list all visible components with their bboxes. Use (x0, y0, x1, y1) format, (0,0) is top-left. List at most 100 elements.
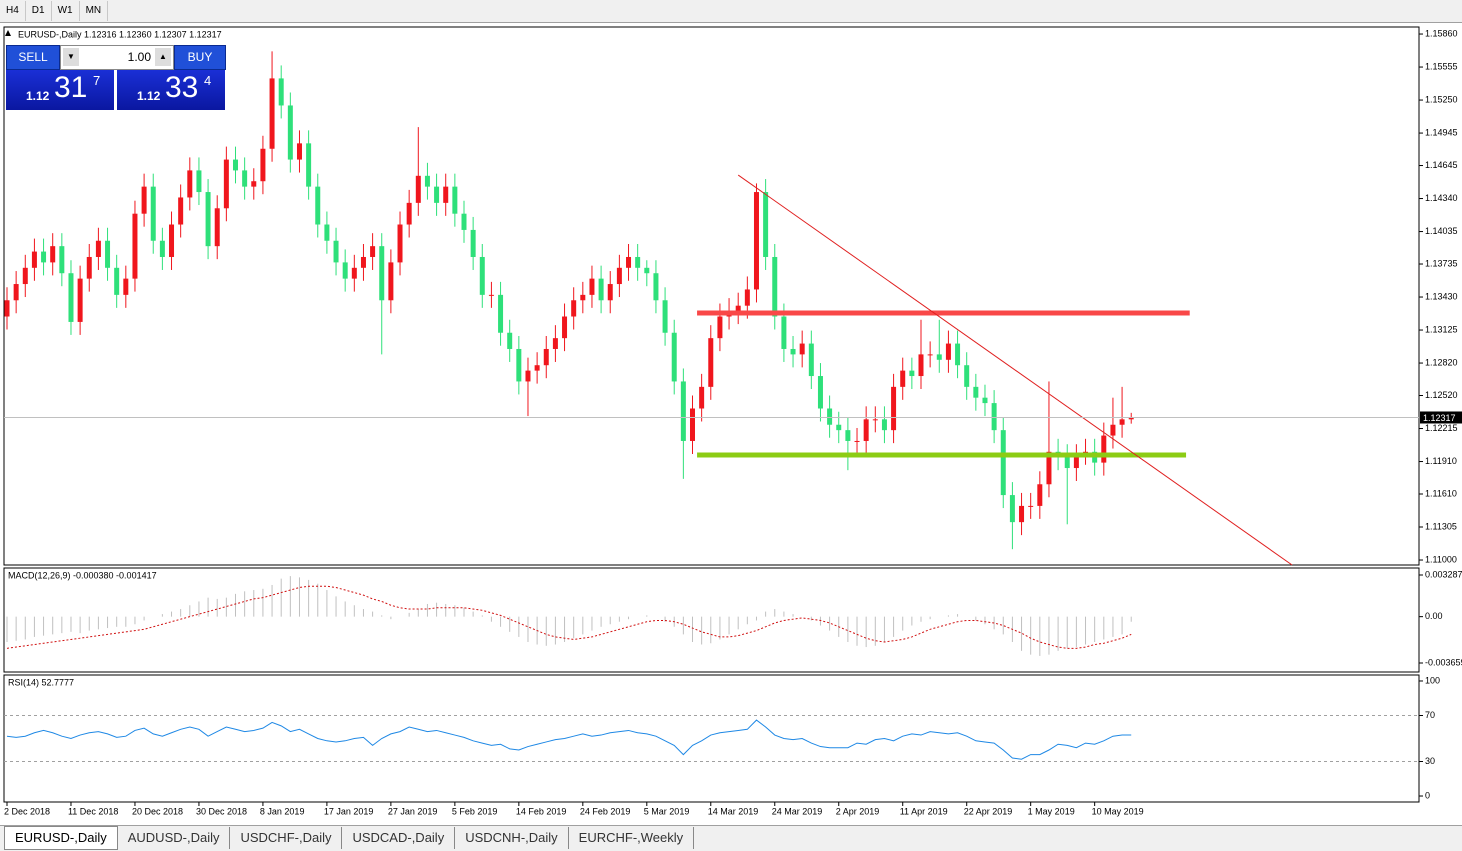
candle-body (507, 332, 513, 349)
bid-price[interactable]: 1.12 31 7 (6, 70, 114, 110)
candle-body (488, 294, 494, 296)
candle-body (342, 262, 348, 279)
y-tick-label: -0.003659 (1425, 657, 1462, 667)
candle-body (1046, 451, 1052, 485)
ask-price[interactable]: 1.12 33 4 (117, 70, 225, 110)
candle-body (214, 208, 220, 247)
ask-main: 33 (165, 71, 199, 104)
candle-body (955, 343, 961, 366)
y-tick-label: 0.003287 (1425, 569, 1462, 579)
candle-body (909, 370, 915, 377)
candle-body (626, 256, 632, 268)
timeframe-button[interactable]: W1 (52, 1, 80, 21)
candle-body (150, 186, 156, 241)
y-tick-label: 1.14645 (1425, 160, 1458, 170)
macd-signal (6, 585, 1132, 649)
panel-collapse-icon (5, 30, 11, 36)
chart-tab[interactable]: USDCNH-,Daily (455, 827, 569, 849)
candle-body (223, 159, 229, 209)
x-tick-label: 11 Apr 2019 (900, 806, 948, 816)
candle-body (1009, 495, 1015, 523)
candle-body (13, 284, 19, 301)
timeframe-button[interactable]: D1 (26, 1, 52, 21)
chart-tab[interactable]: EURCHF-,Weekly (569, 827, 695, 849)
candle-body (306, 143, 312, 187)
candle-body (872, 419, 878, 421)
candle-body (891, 386, 897, 431)
y-tick-label: 1.11000 (1425, 554, 1457, 564)
candle-body (187, 170, 193, 198)
candle-body (77, 278, 83, 322)
x-tick-label: 5 Feb 2019 (452, 806, 498, 816)
candle-body (388, 262, 394, 301)
candle-body (370, 246, 376, 257)
bid-main: 31 (54, 71, 88, 104)
candle-body (671, 332, 677, 382)
chart-tab[interactable]: USDCHF-,Daily (230, 827, 343, 849)
panel-title: MACD(12,26,9) -0.000380 -0.001417 (8, 570, 157, 580)
chart-tab[interactable]: USDCAD-,Daily (342, 827, 456, 849)
rsi-line (6, 719, 1132, 760)
candle-body (95, 240, 101, 257)
candle-body (169, 224, 175, 257)
candle-body (1064, 457, 1070, 469)
current-price-box (1420, 411, 1462, 424)
candle-body (415, 175, 421, 203)
candle-body (589, 278, 595, 295)
candle-body (50, 246, 56, 263)
candle-body (772, 256, 778, 317)
candle-body (644, 267, 650, 274)
timeframe-button[interactable]: H4 (0, 1, 26, 21)
x-tick-label: 2 Dec 2018 (4, 806, 50, 816)
chart-tab[interactable]: AUDUSD-,Daily (118, 827, 231, 849)
candle-body (424, 175, 430, 187)
candle-body (178, 197, 184, 225)
sell-button[interactable]: SELL (6, 45, 60, 70)
candle-body (132, 213, 138, 279)
y-tick-label: 100 (1425, 675, 1440, 685)
candle-body (982, 397, 988, 404)
candle-body (1073, 457, 1079, 469)
candle-body (854, 440, 860, 442)
chart-tab[interactable]: EURUSD-,Daily (4, 826, 118, 850)
y-tick-label: 1.14035 (1425, 226, 1458, 236)
y-tick-label: 70 (1425, 710, 1435, 720)
y-tick-label: 1.14340 (1425, 193, 1458, 203)
candle-body (123, 278, 129, 295)
candle-body (452, 186, 458, 214)
timeframe-toolbar: H4 D1 W1 MN (0, 0, 1462, 23)
candle-body (287, 105, 293, 160)
candle-body (498, 294, 504, 333)
candle-body (1110, 424, 1116, 436)
lot-value: 1.00 (127, 50, 151, 64)
candle-body (973, 386, 979, 398)
candle-body (562, 316, 568, 339)
candle-body (653, 273, 659, 301)
x-tick-label: 2 Apr 2019 (836, 806, 880, 816)
buy-button[interactable]: BUY (174, 45, 226, 70)
x-tick-label: 14 Feb 2019 (516, 806, 567, 816)
candle-body (717, 316, 723, 339)
candle-body (479, 256, 485, 295)
candle-body (1000, 430, 1006, 496)
candle-body (635, 256, 641, 268)
candle-body (927, 354, 933, 356)
x-tick-label: 8 Jan 2019 (260, 806, 305, 816)
candle-body (836, 424, 842, 431)
candle-body (991, 403, 997, 431)
candle-body (461, 213, 467, 230)
candle-body (607, 284, 613, 301)
timeframe-button[interactable]: MN (80, 1, 109, 21)
candle-body (790, 348, 796, 355)
lot-decrease[interactable]: ▼ (63, 48, 79, 66)
lot-input[interactable]: ▼ 1.00 ▲ (60, 45, 174, 70)
lot-increase[interactable]: ▲ (155, 48, 171, 66)
ask-big: 1.12 (137, 89, 161, 103)
candle-body (470, 229, 476, 257)
y-tick-label: 1.12820 (1425, 357, 1458, 367)
candle-body (333, 240, 339, 263)
candle-body (159, 240, 165, 257)
ask-pip: 4 (204, 73, 212, 88)
candle-body (708, 338, 714, 387)
